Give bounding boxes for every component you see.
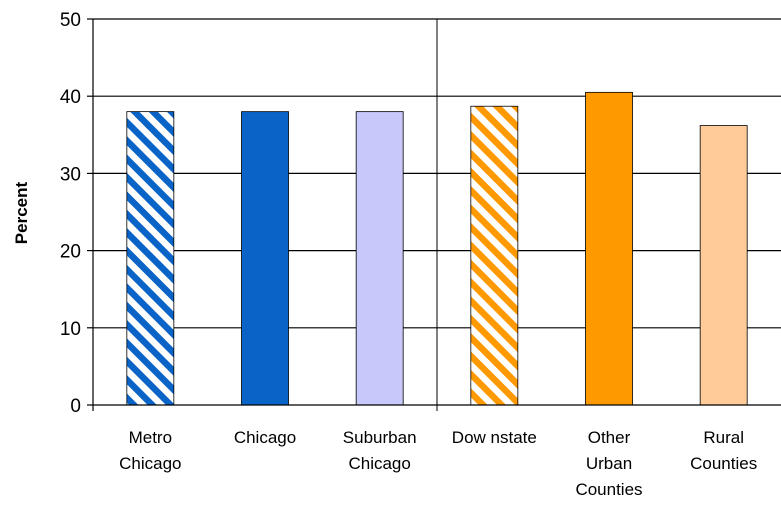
bar xyxy=(585,91,633,406)
y-tick-label: 10 xyxy=(60,319,81,340)
bar xyxy=(355,111,404,406)
bar xyxy=(126,111,175,406)
x-tick-label: Counties xyxy=(690,454,757,473)
y-tick-labels: 0 10 20 30 40 50 xyxy=(60,10,81,417)
x-tick-label: Urban xyxy=(586,454,632,473)
x-tick-label: Dow nstate xyxy=(452,428,537,447)
bar xyxy=(699,125,748,406)
y-tick-label: 50 xyxy=(60,10,81,31)
x-category-labels: Metro Chicago Chicago Suburban Chicago Dow ns… xyxy=(119,428,757,499)
axes xyxy=(87,18,781,411)
y-tick-label: 40 xyxy=(60,87,81,108)
x-tick-label: Suburban xyxy=(343,428,417,447)
x-tick-label: Chicago xyxy=(119,454,181,473)
y-axis-label: Percent xyxy=(12,181,31,244)
x-tick-label: Rural xyxy=(703,428,744,447)
x-tick-label: Other xyxy=(588,428,631,447)
bar xyxy=(241,111,289,406)
x-tick-label: Chicago xyxy=(234,428,296,447)
x-tick-label: Counties xyxy=(575,480,642,499)
x-tick-label: Metro xyxy=(129,428,172,447)
bar xyxy=(470,105,519,406)
x-tick-label: Chicago xyxy=(348,454,410,473)
y-tick-label: 0 xyxy=(70,396,81,417)
y-tick-label: 30 xyxy=(60,164,81,185)
bars xyxy=(126,91,748,406)
y-tick-label: 20 xyxy=(60,242,81,263)
